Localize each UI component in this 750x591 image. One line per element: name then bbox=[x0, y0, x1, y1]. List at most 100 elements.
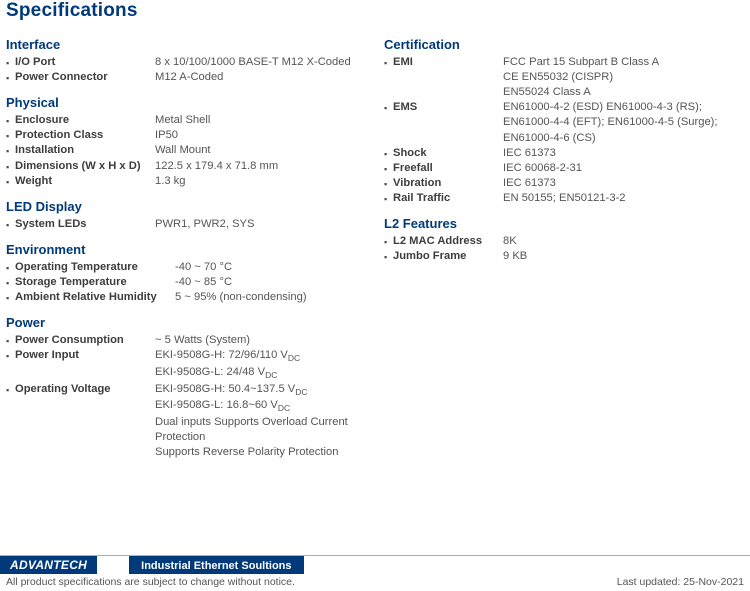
spec-label: Power Input bbox=[15, 348, 155, 363]
spec-label: Enclosure bbox=[15, 113, 155, 128]
spec-value-line: ~ 5 Watts (System) bbox=[155, 333, 370, 348]
spec-row: ▪ShockIEC 61373 bbox=[384, 146, 742, 161]
spec-label: Protection Class bbox=[15, 128, 155, 143]
spec-row: ▪EMIFCC Part 15 Subpart B Class ACE EN55… bbox=[384, 55, 742, 100]
spec-row: ▪EnclosureMetal Shell bbox=[6, 113, 370, 128]
left-column: Interface▪I/O Port8 x 10/100/1000 BASE-T… bbox=[0, 27, 378, 460]
spec-value: 8 x 10/100/1000 BASE-T M12 X-Coded bbox=[155, 55, 370, 70]
spec-value: FCC Part 15 Subpart B Class ACE EN55032 … bbox=[503, 55, 742, 100]
spec-columns: Interface▪I/O Port8 x 10/100/1000 BASE-T… bbox=[0, 27, 750, 460]
bullet-icon: ▪ bbox=[6, 70, 15, 84]
spec-row: ▪I/O Port8 x 10/100/1000 BASE-T M12 X-Co… bbox=[6, 55, 370, 70]
spec-value-line: EKI-9508G-L: 16.8~60 VDC bbox=[155, 398, 370, 415]
spec-value: -40 ~ 85 °C bbox=[175, 275, 370, 290]
footer-spacer bbox=[304, 556, 750, 574]
spec-label: Rail Traffic bbox=[393, 191, 503, 206]
bullet-icon: ▪ bbox=[6, 348, 15, 362]
spec-row: ▪Power ConnectorM12 A-Coded bbox=[6, 70, 370, 85]
spec-label: Operating Voltage bbox=[15, 382, 155, 397]
spec-label: Storage Temperature bbox=[15, 275, 175, 290]
spec-row: ▪VibrationIEC 61373 bbox=[384, 176, 742, 191]
spec-label: Vibration bbox=[393, 176, 503, 191]
spec-value: IEC 61373 bbox=[503, 146, 742, 161]
bullet-icon: ▪ bbox=[384, 146, 393, 160]
bullet-icon: ▪ bbox=[384, 176, 393, 190]
spec-label: Power Connector bbox=[15, 70, 155, 85]
spec-row: ▪FreefallIEC 60068-2-31 bbox=[384, 161, 742, 176]
spec-value-line: IEC 61373 bbox=[503, 176, 742, 191]
bullet-icon: ▪ bbox=[6, 217, 15, 231]
spec-value-line: EN 50155; EN50121-3-2 bbox=[503, 191, 742, 206]
spec-label: Shock bbox=[393, 146, 503, 161]
spec-row: ▪Weight1.3 kg bbox=[6, 174, 370, 189]
footer-below: All product specifications are subject t… bbox=[0, 574, 750, 591]
bullet-icon: ▪ bbox=[384, 55, 393, 69]
spec-value: Metal Shell bbox=[155, 113, 370, 128]
spec-value: 8K bbox=[503, 234, 742, 249]
section-heading: L2 Features bbox=[384, 216, 742, 231]
spec-label: L2 MAC Address bbox=[393, 234, 503, 249]
section-heading: Certification bbox=[384, 37, 742, 52]
bullet-icon: ▪ bbox=[6, 275, 15, 289]
spec-value-line: IEC 60068-2-31 bbox=[503, 161, 742, 176]
spec-value-line: Metal Shell bbox=[155, 113, 370, 128]
spec-row: ▪L2 MAC Address8K bbox=[384, 234, 742, 249]
bullet-icon: ▪ bbox=[384, 234, 393, 248]
spec-value: EKI-9508G-H: 50.4~137.5 VDCEKI-9508G-L: … bbox=[155, 382, 370, 461]
spec-row: ▪Operating VoltageEKI-9508G-H: 50.4~137.… bbox=[6, 382, 370, 461]
spec-value-line: EN61000-4-6 (CS) bbox=[503, 131, 742, 146]
spec-value-line: EKI-9508G-H: 72/96/110 VDC bbox=[155, 348, 370, 365]
spec-label: Jumbo Frame bbox=[393, 249, 503, 264]
bullet-icon: ▪ bbox=[6, 290, 15, 304]
spec-value-line: EN55024 Class A bbox=[503, 85, 742, 100]
bullet-icon: ▪ bbox=[384, 100, 393, 114]
right-column: Certification ▪EMIFCC Part 15 Subpart B C… bbox=[378, 27, 750, 460]
spec-value-line: EN61000-4-2 (ESD) EN61000-4-3 (RS); bbox=[503, 100, 742, 115]
spec-row: ▪Operating Temperature-40 ~ 70 °C bbox=[6, 260, 370, 275]
spec-value-line: CE EN55032 (CISPR) bbox=[503, 70, 742, 85]
spec-value-line: PWR1, PWR2, SYS bbox=[155, 217, 370, 232]
spec-row: ▪Storage Temperature-40 ~ 85 °C bbox=[6, 275, 370, 290]
footer: ADVANTECH Industrial Ethernet Soultions … bbox=[0, 555, 750, 591]
spec-row: ▪Ambient Relative Humidity5 ~ 95% (non-c… bbox=[6, 290, 370, 305]
page-title: Specifications bbox=[0, 0, 750, 27]
spec-value: ~ 5 Watts (System) bbox=[155, 333, 370, 348]
bullet-icon: ▪ bbox=[6, 260, 15, 274]
footer-bar: ADVANTECH Industrial Ethernet Soultions bbox=[0, 556, 750, 574]
bullet-icon: ▪ bbox=[384, 191, 393, 205]
spec-value-line: 122.5 x 179.4 x 71.8 mm bbox=[155, 159, 370, 174]
spec-value: IEC 61373 bbox=[503, 176, 742, 191]
spec-row: ▪Power Consumption~ 5 Watts (System) bbox=[6, 333, 370, 348]
spec-label: I/O Port bbox=[15, 55, 155, 70]
spec-value-line: IEC 61373 bbox=[503, 146, 742, 161]
spec-row: ▪Power InputEKI-9508G-H: 72/96/110 VDCEK… bbox=[6, 348, 370, 381]
bullet-icon: ▪ bbox=[6, 159, 15, 173]
spec-value-line: Dual inputs Supports Overload Current Pr… bbox=[155, 415, 370, 445]
bullet-icon: ▪ bbox=[6, 55, 15, 69]
spec-row: ▪Protection ClassIP50 bbox=[6, 128, 370, 143]
section-heading: Physical bbox=[6, 95, 370, 110]
spec-label: System LEDs bbox=[15, 217, 155, 232]
spec-value-line: 9 KB bbox=[503, 249, 742, 264]
spec-value-line: M12 A-Coded bbox=[155, 70, 370, 85]
spec-value-line: 5 ~ 95% (non-condensing) bbox=[175, 290, 370, 305]
spec-value: IP50 bbox=[155, 128, 370, 143]
spec-row: ▪InstallationWall Mount bbox=[6, 143, 370, 158]
bullet-icon: ▪ bbox=[6, 128, 15, 142]
brand-logo: ADVANTECH bbox=[0, 556, 97, 574]
section-heading: Power bbox=[6, 315, 370, 330]
spec-value: EN 50155; EN50121-3-2 bbox=[503, 191, 742, 206]
spec-row: ▪EMSEN61000-4-2 (ESD) EN61000-4-3 (RS);E… bbox=[384, 100, 742, 145]
spec-value-line: FCC Part 15 Subpart B Class A bbox=[503, 55, 742, 70]
bullet-icon: ▪ bbox=[6, 382, 15, 396]
spec-value: -40 ~ 70 °C bbox=[175, 260, 370, 275]
spec-label: Freefall bbox=[393, 161, 503, 176]
spec-value-line: 1.3 kg bbox=[155, 174, 370, 189]
spec-value: PWR1, PWR2, SYS bbox=[155, 217, 370, 232]
spec-row: ▪Jumbo Frame9 KB bbox=[384, 249, 742, 264]
spec-label: Power Consumption bbox=[15, 333, 155, 348]
spec-value-line: -40 ~ 70 °C bbox=[175, 260, 370, 275]
spec-value: 5 ~ 95% (non-condensing) bbox=[175, 290, 370, 305]
footer-strip: Industrial Ethernet Soultions bbox=[129, 556, 303, 574]
spec-label: Ambient Relative Humidity bbox=[15, 290, 175, 305]
